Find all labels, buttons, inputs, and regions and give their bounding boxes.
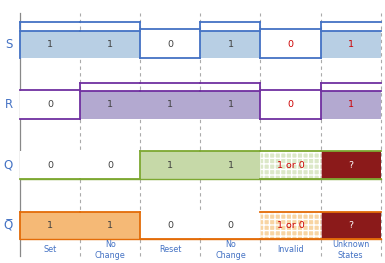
Bar	[321, 151, 381, 179]
Bar	[321, 212, 381, 239]
Text: 0: 0	[47, 100, 53, 109]
Text: Q̅: Q̅	[4, 219, 13, 232]
Text: 1: 1	[348, 40, 353, 49]
Bar	[20, 31, 80, 58]
Text: 0: 0	[228, 221, 233, 230]
Bar	[20, 91, 80, 119]
Bar	[80, 91, 141, 119]
Bar	[141, 151, 201, 179]
Bar	[20, 151, 80, 179]
Text: No
Change: No Change	[215, 240, 246, 260]
Bar	[141, 31, 201, 58]
Bar	[141, 212, 201, 239]
Bar	[80, 31, 141, 58]
Text: ?: ?	[348, 221, 353, 230]
Text: 1 or 0: 1 or 0	[277, 161, 305, 170]
Text: 1: 1	[228, 40, 233, 49]
Text: 1: 1	[47, 221, 53, 230]
Text: 1 or 0: 1 or 0	[277, 221, 305, 230]
Bar	[321, 91, 381, 119]
Text: S: S	[6, 38, 13, 51]
Bar	[20, 212, 80, 239]
Text: 0: 0	[47, 161, 53, 170]
Text: 0: 0	[288, 40, 293, 49]
Text: Unknown
States: Unknown States	[332, 240, 369, 260]
Text: 1: 1	[167, 161, 173, 170]
Text: 1: 1	[348, 100, 353, 109]
Bar	[261, 151, 321, 179]
Text: 0: 0	[167, 221, 173, 230]
Text: Invalid: Invalid	[277, 245, 304, 254]
Text: R: R	[5, 98, 13, 111]
Text: 0: 0	[288, 100, 293, 109]
Bar	[201, 91, 261, 119]
Bar	[261, 212, 321, 239]
Text: Set: Set	[44, 245, 57, 254]
Bar	[80, 212, 141, 239]
Text: 1: 1	[107, 40, 113, 49]
Bar	[201, 212, 261, 239]
Text: No
Change: No Change	[95, 240, 126, 260]
Bar	[321, 31, 381, 58]
Bar	[80, 151, 141, 179]
Text: 1: 1	[228, 100, 233, 109]
Text: 1: 1	[167, 100, 173, 109]
Bar	[141, 91, 201, 119]
Bar	[261, 212, 321, 239]
Bar	[261, 91, 321, 119]
Bar	[261, 151, 321, 179]
Bar	[201, 31, 261, 58]
Bar	[201, 151, 261, 179]
Text: 1: 1	[47, 40, 53, 49]
Text: 0: 0	[167, 40, 173, 49]
Text: 1: 1	[107, 221, 113, 230]
Text: 0: 0	[107, 161, 113, 170]
Text: ?: ?	[348, 161, 353, 170]
Text: 1: 1	[107, 100, 113, 109]
Bar	[261, 31, 321, 58]
Text: Q: Q	[4, 159, 13, 172]
Text: 1: 1	[228, 161, 233, 170]
Text: Reset: Reset	[159, 245, 182, 254]
